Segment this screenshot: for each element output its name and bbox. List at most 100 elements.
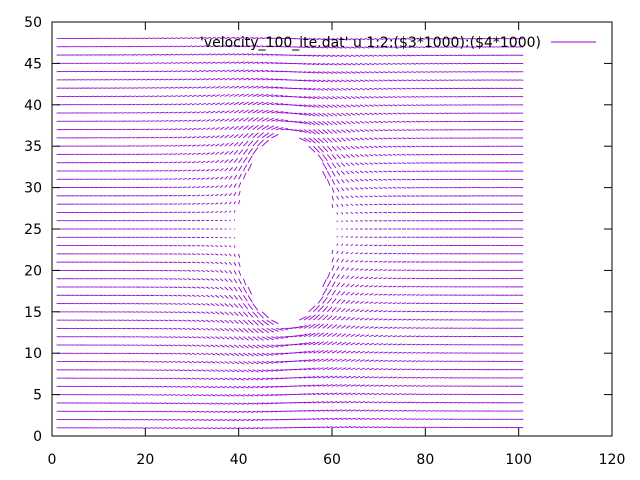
velocity-vector [233, 352, 240, 357]
velocity-vector [242, 286, 248, 294]
velocity-vector [173, 53, 178, 56]
velocity-vector [383, 187, 388, 189]
velocity-vector [233, 402, 240, 405]
velocity-vector [336, 87, 342, 91]
velocity-vector [387, 195, 392, 197]
velocity-vector [219, 168, 224, 172]
velocity-vector [401, 38, 407, 40]
velocity-vector [406, 409, 412, 412]
velocity-vector [275, 119, 284, 122]
velocity-vector [425, 62, 430, 65]
velocity-vector [182, 86, 188, 89]
velocity-vector [322, 54, 329, 57]
velocity-vector [173, 161, 178, 164]
velocity-vector [215, 61, 221, 64]
velocity-vector [392, 145, 397, 148]
velocity-vector [387, 54, 393, 57]
velocity-vector [219, 36, 226, 39]
velocity-vector [383, 137, 388, 140]
velocity-vector [215, 294, 220, 298]
velocity-vector [294, 112, 303, 116]
velocity-vector [224, 278, 229, 282]
velocity-vector [299, 376, 306, 379]
velocity-vector [317, 305, 324, 313]
velocity-vector [224, 176, 229, 180]
velocity-vector [429, 410, 435, 412]
velocity-vector [191, 94, 197, 97]
velocity-vector [401, 294, 407, 296]
velocity-vector [313, 87, 320, 91]
velocity-vector [229, 53, 235, 56]
velocity-vector [406, 294, 411, 296]
velocity-vector [196, 278, 201, 281]
velocity-vector [215, 118, 220, 122]
velocity-vector [303, 315, 312, 321]
velocity-vector [327, 358, 333, 362]
velocity-vector [238, 319, 244, 325]
velocity-vector [242, 278, 247, 286]
velocity-vector [383, 71, 388, 74]
velocity-vector [308, 145, 316, 153]
velocity-vector [219, 245, 223, 248]
velocity-vector [201, 86, 207, 89]
velocity-vector [387, 376, 393, 379]
velocity-vector [401, 162, 407, 164]
velocity-vector [392, 62, 398, 65]
velocity-vector [406, 145, 411, 148]
velocity-vector [411, 145, 416, 148]
velocity-vector [201, 152, 206, 155]
velocity-vector [149, 427, 155, 429]
velocity-vector [224, 352, 230, 356]
velocity-vector [369, 276, 374, 280]
velocity-vector [238, 303, 244, 309]
velocity-vector [182, 136, 187, 139]
velocity-vector [261, 117, 269, 122]
velocity-vector [364, 71, 370, 74]
velocity-vector [224, 126, 230, 131]
velocity-vector [261, 418, 268, 421]
velocity-vector [154, 336, 160, 338]
velocity-vector [378, 195, 383, 198]
velocity-vector [378, 187, 383, 189]
velocity-vector [261, 319, 270, 326]
velocity-vector [378, 401, 384, 404]
velocity-vector [201, 61, 207, 64]
velocity-vector [173, 45, 178, 48]
velocity-vector [350, 375, 356, 379]
velocity-vector [233, 36, 240, 39]
velocity-vector [322, 154, 328, 162]
velocity-vector [135, 62, 141, 64]
velocity-vector [219, 45, 226, 48]
velocity-vector [373, 384, 379, 387]
velocity-vector [159, 402, 164, 405]
velocity-vector [420, 319, 425, 321]
velocity-vector [341, 145, 346, 151]
velocity-vector [182, 70, 188, 73]
velocity-vector [257, 402, 264, 405]
velocity-vector [210, 77, 216, 81]
velocity-vector [159, 111, 164, 114]
velocity-vector [401, 145, 407, 148]
velocity-vector [140, 37, 146, 40]
velocity-vector [387, 368, 393, 371]
velocity-vector [215, 352, 221, 356]
velocity-vector [187, 311, 192, 314]
velocity-vector [182, 394, 188, 397]
velocity-vector [247, 361, 254, 365]
velocity-vector [163, 336, 169, 338]
velocity-vector [210, 45, 216, 48]
velocity-vector [271, 344, 279, 348]
velocity-vector [159, 136, 164, 139]
velocity-vector [252, 336, 259, 341]
velocity-vector [243, 361, 249, 365]
velocity-vector [294, 129, 303, 133]
velocity-vector [350, 251, 354, 255]
velocity-vector [219, 176, 224, 180]
velocity-vector [238, 85, 245, 89]
velocity-vector [434, 377, 440, 379]
velocity-vector [378, 38, 384, 40]
velocity-vector [168, 178, 173, 180]
velocity-vector [229, 344, 235, 348]
velocity-vector [210, 361, 216, 364]
velocity-vector [257, 109, 264, 114]
